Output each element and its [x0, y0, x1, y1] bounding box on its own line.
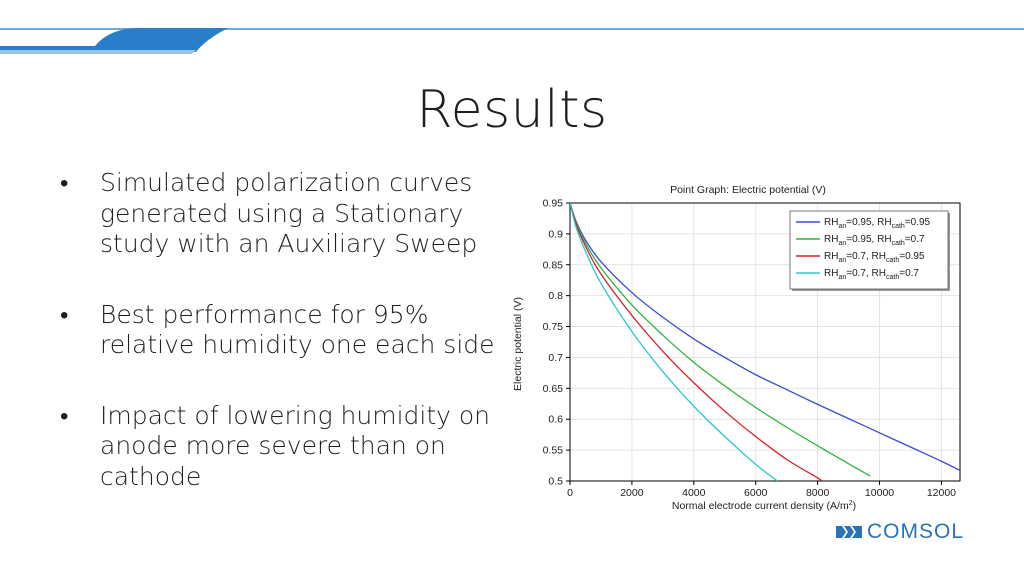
- y-tick-label: 0.85: [543, 259, 564, 271]
- legend-label-subscript: an: [838, 257, 846, 264]
- y-tick-label: 0.95: [543, 198, 564, 210]
- x-axis-label-main: Normal electrode current density (A/m: [672, 500, 849, 512]
- legend-label-subscript: cath: [892, 240, 905, 247]
- slide-title: Results: [416, 80, 608, 140]
- x-tick-label: 8000: [806, 487, 830, 499]
- legend-label-text: =0.95: [899, 251, 925, 262]
- header-band: [0, 28, 1024, 54]
- bullet-icon: •: [60, 402, 69, 430]
- legend-label: RHan=0.7, RHcath=0.7: [824, 268, 919, 281]
- x-tick-label: 4000: [682, 487, 706, 499]
- legend-label-text: =0.7: [899, 268, 919, 279]
- legend-label-subscript: cath: [886, 274, 899, 281]
- x-tick-label: 6000: [744, 487, 768, 499]
- series-line: [570, 203, 960, 472]
- x-axis-label-sup: 2: [849, 500, 853, 507]
- x-axis-label-tail: ): [853, 500, 857, 512]
- bullet-list: • Simulated polarization curves generate…: [58, 168, 498, 532]
- bullet-item: • Best performance for 95% relative humi…: [58, 300, 498, 361]
- legend-label-subscript: cath: [892, 223, 905, 230]
- x-tick-label: 0: [567, 487, 573, 499]
- comsol-logo-icon: [836, 526, 862, 538]
- y-tick-label: 0.8: [548, 290, 563, 302]
- series-line: [570, 203, 871, 477]
- legend-label-subscript: an: [838, 223, 846, 230]
- bullet-text: Best performance for 95% relative humidi…: [100, 299, 495, 360]
- y-tick-label: 0.75: [543, 321, 564, 333]
- legend-label-text: RH: [824, 268, 838, 279]
- legend-label-text: =0.95: [905, 217, 931, 228]
- chart-title: Point Graph: Electric potential (V): [670, 184, 826, 196]
- legend-label-text: =0.95, RH: [846, 234, 891, 245]
- x-axis-label: Normal electrode current density (A/m2): [672, 500, 856, 512]
- bullet-icon: •: [60, 301, 69, 329]
- legend-label-text: RH: [824, 234, 838, 245]
- plot-frame: [569, 202, 961, 482]
- chart-svg: Point Graph: Electric potential (V) Elec…: [512, 184, 961, 512]
- x-tick-label: 12000: [927, 487, 956, 499]
- comsol-logo-text: COMSOL: [867, 520, 965, 543]
- legend-label-text: =0.7: [905, 234, 925, 245]
- y-axis-label: Electric potential (V): [512, 297, 524, 391]
- legend-label-text: RH: [824, 217, 838, 228]
- legend-label-text: =0.7, RH: [846, 251, 886, 262]
- bullet-item: • Simulated polarization curves generate…: [58, 168, 498, 260]
- y-tick-label: 0.9: [548, 228, 563, 240]
- polarization-chart: Point Graph: Electric potential (V) Elec…: [500, 178, 978, 518]
- bullet-text: Impact of lowering humidity on anode mor…: [100, 400, 491, 491]
- legend-box: [789, 210, 949, 290]
- y-tick-label: 0.7: [548, 352, 563, 364]
- y-tick-label: 0.65: [543, 383, 564, 395]
- legend-label-subscript: cath: [886, 257, 899, 264]
- comsol-logo: COMSOL: [836, 519, 968, 545]
- legend-label-subscript: an: [838, 240, 846, 247]
- legend-label-text: RH: [824, 251, 838, 262]
- bullet-text: Simulated polarization curves generated …: [100, 168, 478, 258]
- series-line: [570, 203, 823, 481]
- legend-label: RHan=0.7, RHcath=0.95: [824, 251, 925, 264]
- x-tick-label: 2000: [620, 487, 644, 499]
- legend-label: RHan=0.95, RHcath=0.95: [824, 217, 931, 230]
- bullet-icon: •: [60, 170, 69, 197]
- y-tick-label: 0.6: [548, 414, 563, 426]
- legend-label-subscript: an: [838, 274, 846, 281]
- legend-label-text: =0.95, RH: [846, 217, 891, 228]
- legend-label: RHan=0.95, RHcath=0.7: [824, 234, 925, 247]
- y-tick-label: 0.5: [548, 476, 563, 488]
- x-tick-label: 10000: [865, 487, 894, 499]
- series-line: [570, 203, 778, 481]
- y-tick-label: 0.55: [543, 445, 564, 457]
- bullet-item: • Impact of lowering humidity on anode m…: [58, 401, 498, 493]
- legend-label-text: =0.7, RH: [846, 268, 886, 279]
